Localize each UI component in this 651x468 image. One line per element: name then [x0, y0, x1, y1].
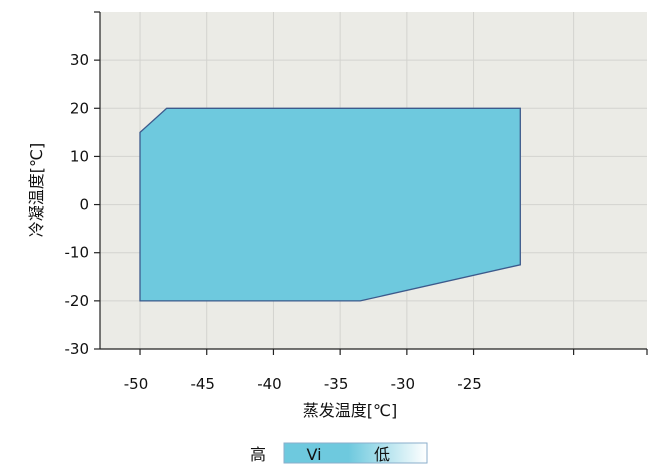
y-tick-label: -30 [65, 340, 90, 358]
x-axis-ticks: -50 -45 -40 -35 -30 -25 [124, 349, 647, 393]
y-axis-title: 冷凝温度[℃] [27, 143, 46, 237]
y-axis-ticks: -30 -20 -10 0 10 20 30 [65, 12, 101, 358]
y-tick-label: 30 [70, 51, 89, 69]
y-tick-label: 20 [70, 99, 89, 117]
x-tick-label: -30 [391, 375, 416, 393]
x-tick-label: -25 [457, 375, 482, 393]
x-axis-title: 蒸发温度[℃] [303, 401, 397, 420]
legend: 高 Vi 低 [250, 443, 427, 464]
x-tick-label: -45 [190, 375, 215, 393]
y-tick-label: -20 [65, 292, 90, 310]
x-tick-label: -35 [324, 375, 349, 393]
legend-gradient-bar [284, 443, 427, 463]
x-tick-label: -40 [257, 375, 282, 393]
y-tick-label: 10 [70, 147, 89, 165]
operating-envelope [140, 108, 520, 301]
y-tick-label: -10 [65, 244, 90, 262]
legend-series-label: Vi [306, 445, 321, 464]
y-tick-label: 0 [79, 196, 89, 214]
legend-high-label: 高 [250, 445, 266, 464]
x-tick-label: -50 [124, 375, 149, 393]
legend-low-label: 低 [374, 445, 390, 464]
envelope-polygon [140, 108, 520, 301]
